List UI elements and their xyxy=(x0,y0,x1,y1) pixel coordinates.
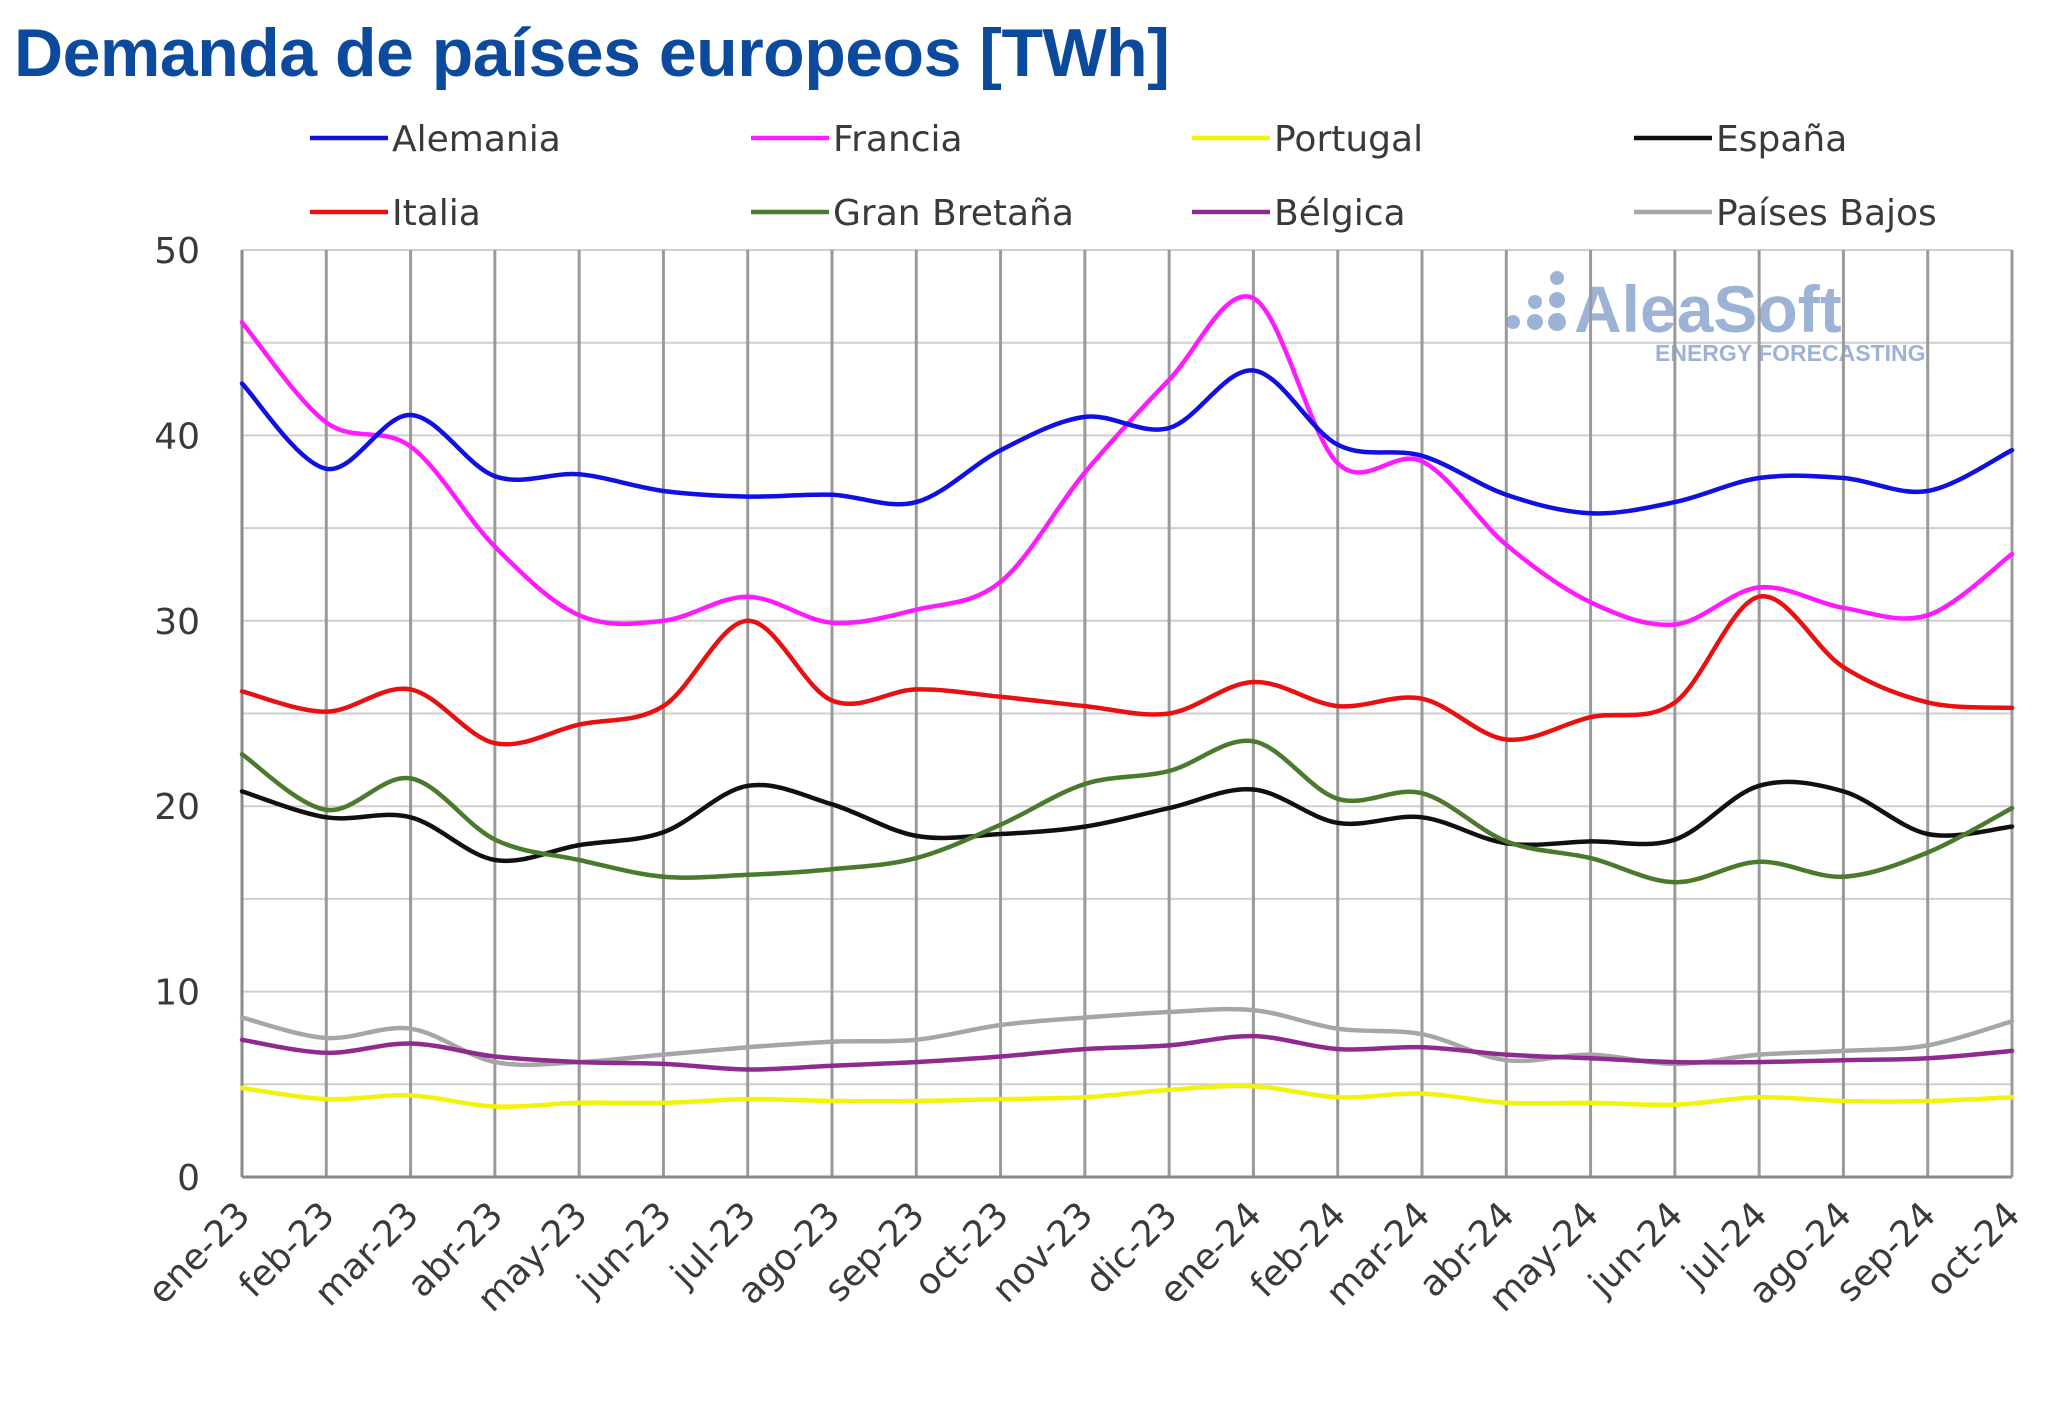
legend-label-italia: Italia xyxy=(392,193,481,234)
series-line-paises-bajos xyxy=(239,1006,2015,1068)
x-tick-label: oct-24 xyxy=(1918,1194,2028,1304)
x-tick-label: jun-24 xyxy=(1581,1194,1692,1305)
x-tick-label: jun-23 xyxy=(569,1194,680,1305)
logo-dot-4 xyxy=(1549,292,1565,308)
logo-dot-0 xyxy=(1506,315,1520,329)
logo-dot-1 xyxy=(1527,314,1543,330)
y-tick-label: 10 xyxy=(154,973,200,1014)
y-tick-label: 50 xyxy=(154,231,200,272)
series-line-belgica xyxy=(239,1033,2015,1072)
legend-label-alemania: Alemania xyxy=(392,119,561,160)
legend-label-espana: España xyxy=(1716,119,1847,160)
series-line-italia xyxy=(239,594,2015,747)
legend-label-belgica: Bélgica xyxy=(1274,193,1406,234)
logo-dot-5 xyxy=(1550,271,1564,285)
y-tick-label: 30 xyxy=(154,602,200,643)
y-tick-label: 20 xyxy=(154,787,200,828)
series-lines xyxy=(239,294,2015,1109)
logo-dot-3 xyxy=(1548,313,1566,331)
series-line-portugal xyxy=(239,1083,2015,1109)
legend-label-paises-bajos: Países Bajos xyxy=(1716,193,1937,234)
chart-title: Demanda de países europeos [TWh] xyxy=(14,15,1170,91)
y-tick-label: 40 xyxy=(154,416,200,457)
logo-name: AleaSoft xyxy=(1574,272,1842,346)
legend-label-portugal: Portugal xyxy=(1274,119,1423,160)
series-line-alemania xyxy=(239,368,2015,516)
series-line-gran-bretana xyxy=(239,738,2015,885)
x-axis-tick-labels: ene-23feb-23mar-23abr-23may-23jun-23jul-… xyxy=(140,1194,2028,1320)
y-tick-label: 0 xyxy=(177,1158,200,1199)
y-axis-tick-labels: 0 10 20 30 40 50 xyxy=(154,231,200,1199)
legend-label-gran-bretana: Gran Bretaña xyxy=(833,193,1074,234)
x-tick-label: ene-23 xyxy=(140,1194,258,1312)
series-line-francia xyxy=(239,294,2015,628)
logo-tagline: ENERGY FORECASTING xyxy=(1655,340,1926,366)
horizontal-gridlines xyxy=(242,249,2012,1086)
logo-dot-2 xyxy=(1528,295,1542,309)
series-line-espana xyxy=(239,779,2015,864)
chart-legend: Alemania Francia Portugal España Italia Gran … xyxy=(310,119,1937,234)
chart-axes xyxy=(240,250,2012,1179)
legend-label-francia: Francia xyxy=(833,119,963,160)
